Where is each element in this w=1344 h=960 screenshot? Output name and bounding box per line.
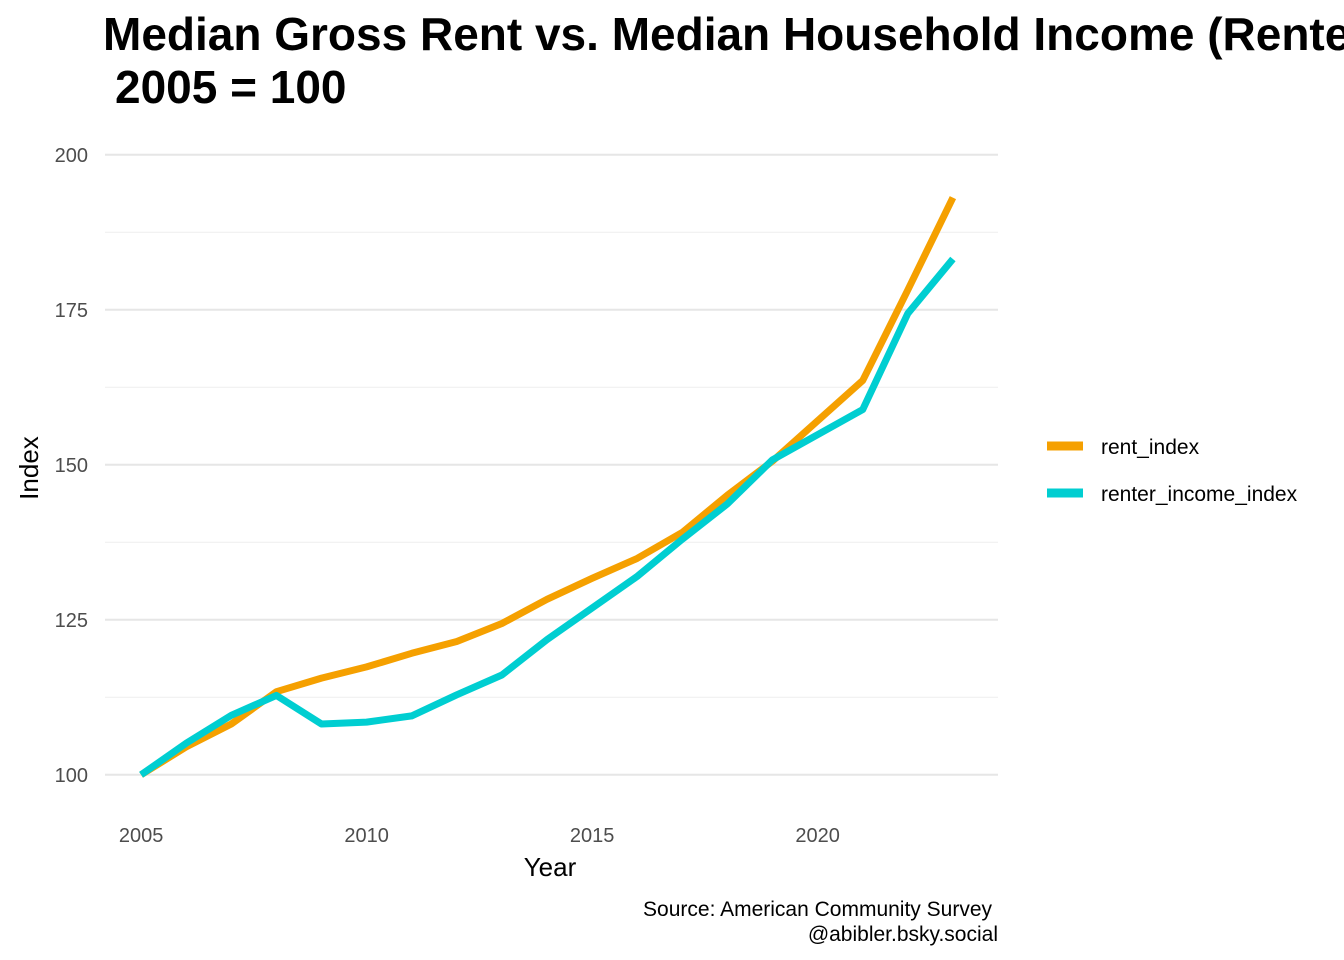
- x-tick-label: 2020: [795, 825, 840, 847]
- x-tick-label: 2010: [344, 825, 389, 847]
- series-lines: [139, 196, 957, 778]
- gridlines: [105, 153, 998, 776]
- y-tick-label: 150: [55, 455, 88, 477]
- legend-label-renter-income-index: renter_income_index: [1101, 483, 1298, 506]
- series-line-renter-income-index: [139, 256, 956, 778]
- y-tick-label: 125: [55, 610, 88, 632]
- y-tick-label: 200: [55, 145, 88, 167]
- y-axis-ticks: 100 125 150 175 200: [55, 145, 88, 787]
- caption-handle: @abibler.bsky.social: [808, 923, 998, 946]
- series-line-rent-index: [139, 196, 957, 778]
- x-tick-label: 2005: [119, 825, 164, 847]
- legend-label-rent-index: rent_index: [1101, 436, 1200, 459]
- x-axis-title: Year: [524, 852, 577, 882]
- chart-subtitle: 2005 = 100: [115, 61, 347, 113]
- y-tick-label: 100: [55, 765, 88, 787]
- chart-title: Median Gross Rent vs. Median Household I…: [103, 8, 1344, 60]
- y-axis-title: Index: [14, 436, 44, 500]
- x-tick-label: 2015: [570, 825, 615, 847]
- caption-source: Source: American Community Survey: [643, 898, 992, 921]
- x-axis-ticks: 2005 2010 2015 2020: [119, 825, 840, 847]
- y-tick-label: 175: [55, 300, 88, 322]
- legend: rent_index renter_income_index: [1047, 436, 1298, 506]
